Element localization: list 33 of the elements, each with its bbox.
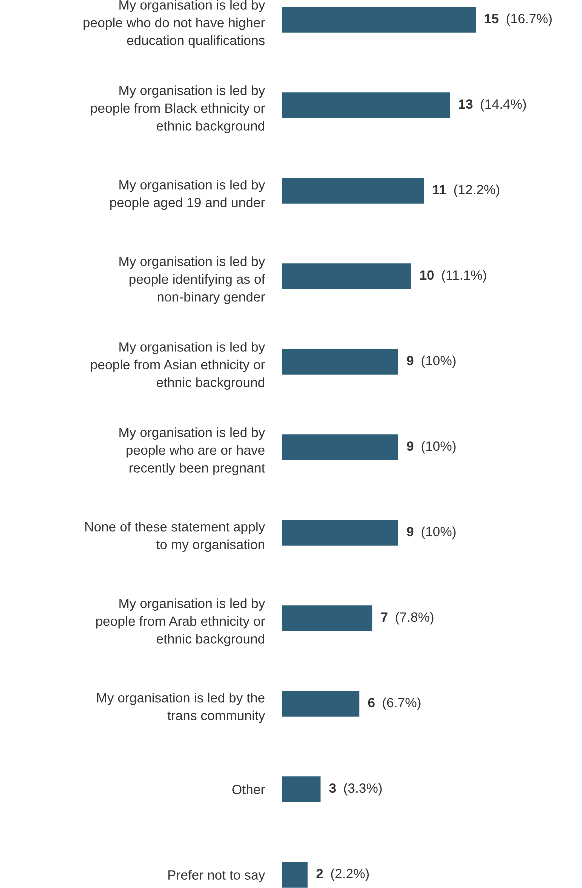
bar <box>282 606 373 632</box>
data-label: 9 (10%) <box>407 441 456 454</box>
bar <box>282 520 398 546</box>
bar <box>282 691 360 717</box>
bar <box>282 178 424 204</box>
data-label: 10 (11.1%) <box>420 270 486 283</box>
bar <box>282 7 476 33</box>
bar <box>282 349 398 375</box>
data-label: 7 (7.8%) <box>381 612 434 625</box>
y-tick-label: My organisation is led by people from Black ethnicity or ethnic background <box>91 86 266 134</box>
y-tick-label: My organisation is led by people aged 19 and under <box>110 180 266 210</box>
bar <box>282 862 308 888</box>
data-label: 6 (6.7%) <box>368 698 421 710</box>
y-tick-label: Other <box>232 784 266 794</box>
y-tick-label: Prefer not to say <box>168 870 266 883</box>
y-tick-label: My organisation is led by people who are or have recently been pregnant <box>120 428 266 476</box>
data-label: 11 (12.2%) <box>433 184 500 198</box>
data-label: 9 (10%) <box>407 526 456 540</box>
data-label: 9 (10%) <box>407 356 456 368</box>
bar <box>282 776 321 802</box>
y-tick-label: My organisation is led by people identifying as of non-binary gender <box>120 256 266 304</box>
y-tick-label: My organisation is led by people who do not have higher education qualifications <box>84 0 266 48</box>
data-label: 2 (2.2%) <box>316 868 369 882</box>
y-tick-label: None of these statement apply to my organisation <box>86 522 266 552</box>
y-tick-label: My organisation is led by people from Asian ethnicity or ethnic background <box>91 342 266 390</box>
bar <box>282 434 398 460</box>
data-label: 13 (14.4%) <box>459 99 526 112</box>
y-tick-label: My organisation is led by the trans community <box>97 692 266 724</box>
data-label: 15 (16.7%) <box>485 14 552 26</box>
bar <box>282 92 450 118</box>
bar <box>282 264 412 290</box>
data-label: 3 (3.3%) <box>329 783 382 796</box>
y-tick-label: My organisation is led by people from Arab ethnicity or ethnic background <box>96 598 266 646</box>
